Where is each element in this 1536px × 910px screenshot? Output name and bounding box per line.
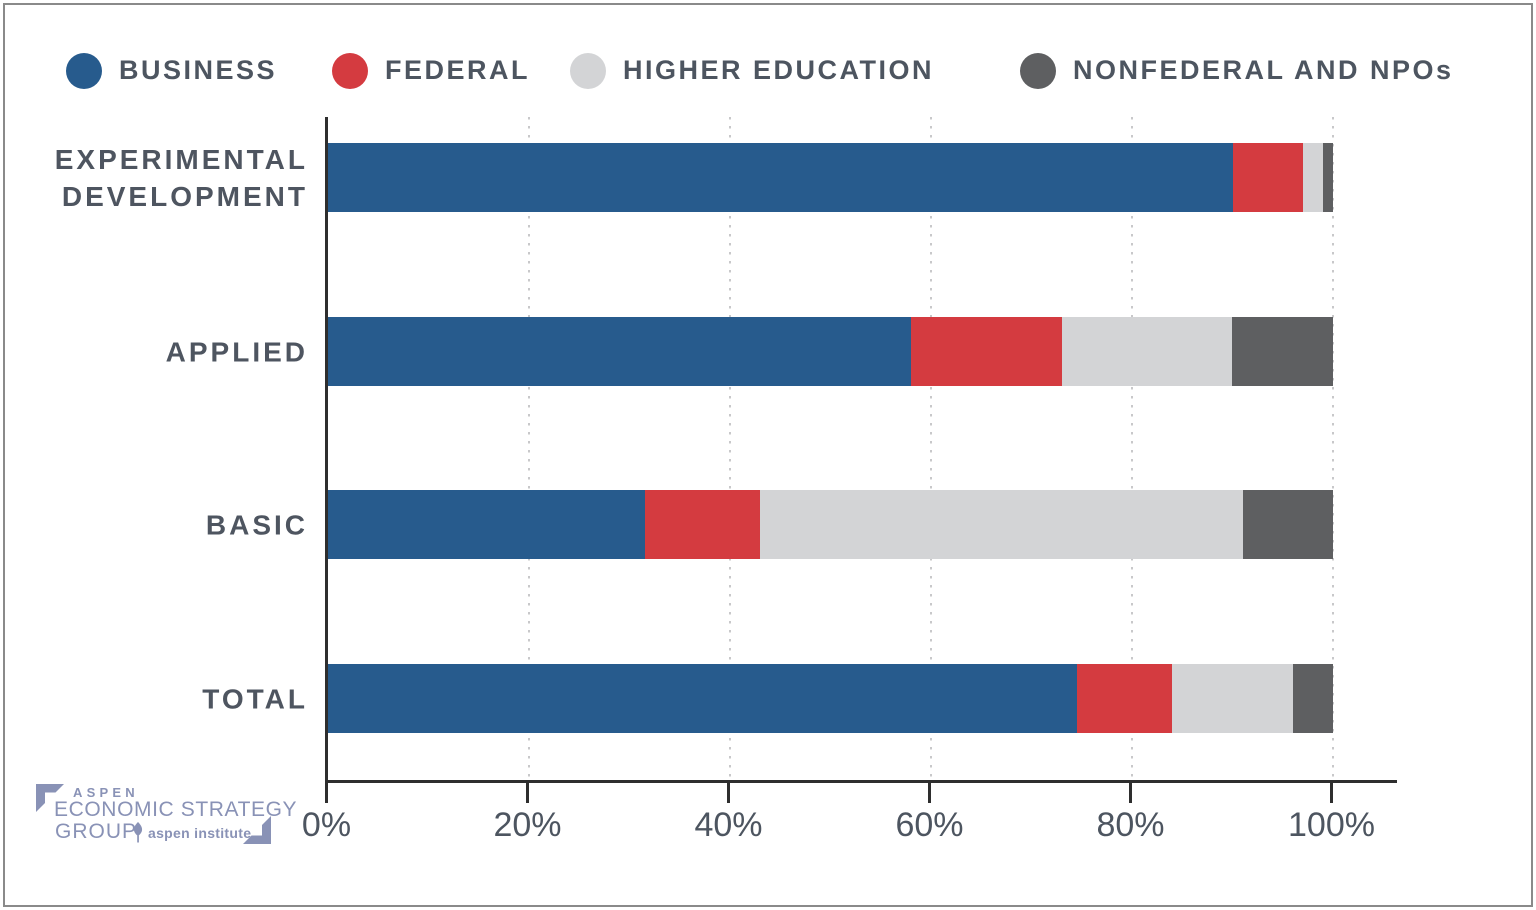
x-axis-tick-60	[928, 783, 931, 803]
x-axis-line	[325, 780, 1397, 783]
x-axis-tick-0	[325, 783, 328, 803]
x-axis-tick-label-80: 80%	[1096, 806, 1165, 844]
x-axis-tick-100	[1330, 783, 1333, 803]
x-axis-tick-label-60: 60%	[895, 806, 964, 844]
bar-segment-higher-education	[760, 490, 1243, 559]
bar-segment-nonfederal-and-npos	[1232, 317, 1333, 386]
legend-dot-icon	[66, 52, 102, 89]
bar-segment-business	[328, 317, 911, 386]
bar-row-experimental-development	[328, 143, 1333, 212]
legend-dot-icon	[570, 52, 606, 89]
logo-text-group: GROUP	[55, 820, 138, 843]
logo-text-aspen-institute: aspen institute	[148, 825, 252, 841]
legend-item-higher-education: HIGHER EDUCATION	[570, 52, 934, 89]
gridline-80	[1131, 117, 1133, 781]
x-axis-tick-label-100: 100%	[1288, 806, 1375, 844]
category-label-total: TOTAL	[202, 683, 308, 714]
gridline-60	[930, 117, 932, 781]
x-axis-tick-20	[526, 783, 529, 803]
bar-row-basic	[328, 490, 1333, 559]
x-axis-tick-80	[1129, 783, 1132, 803]
bar-row-applied	[328, 317, 1333, 386]
category-label-applied: APPLIED	[165, 336, 308, 367]
bar-segment-business	[328, 143, 1233, 212]
bar-segment-federal	[644, 490, 761, 559]
category-label-experimental-development: EXPERIMENTAL DEVELOPMENT	[54, 143, 308, 212]
x-axis-tick-label-20: 20%	[493, 806, 562, 844]
legend-label: HIGHER EDUCATION	[623, 55, 935, 85]
legend-item-federal: FEDERAL	[332, 52, 530, 89]
bar-segment-nonfederal-and-npos	[1292, 664, 1333, 733]
legend-label: BUSINESS	[119, 55, 278, 85]
gridline-40	[729, 117, 731, 781]
legend-dot-icon	[1020, 52, 1056, 89]
bar-segment-business	[328, 490, 645, 559]
bar-segment-nonfederal-and-npos	[1322, 143, 1333, 212]
y-axis-line	[325, 117, 328, 783]
x-axis-tick-label-40: 40%	[694, 806, 763, 844]
x-axis-tick-40	[727, 783, 730, 803]
page-border	[3, 3, 1533, 907]
legend-item-business: BUSINESS	[66, 52, 277, 89]
logo-corner-bottom-right-icon	[243, 816, 271, 844]
logo-corner-top-left-icon	[36, 784, 64, 812]
bar-segment-higher-education	[1061, 317, 1233, 386]
x-axis-tick-label-0: 0%	[301, 806, 352, 844]
legend-label: FEDERAL	[385, 55, 530, 85]
category-label-basic: BASIC	[205, 509, 308, 540]
gridline-20	[528, 117, 530, 781]
bar-segment-nonfederal-and-npos	[1242, 490, 1333, 559]
aspen-esg-logo: ASPEN ECONOMIC STRATEGY GROUP aspen inst…	[36, 782, 297, 848]
bar-segment-higher-education	[1172, 664, 1293, 733]
gridline-100	[1332, 117, 1334, 781]
bar-segment-higher-education	[1302, 143, 1323, 212]
legend-item-nonfederal-and-npos: NONFEDERAL AND NPOs	[1020, 52, 1454, 89]
logo-text-aspen: ASPEN	[73, 785, 139, 800]
bar-segment-federal	[1076, 664, 1173, 733]
legend-dot-icon	[332, 52, 368, 89]
bar-segment-federal	[910, 317, 1062, 386]
legend: BUSINESS FEDERAL HIGHER EDUCATION NONFEDERA…	[0, 0, 1536, 110]
legend-label: NONFEDERAL AND NPOs	[1073, 55, 1454, 85]
aspen-leaf-icon	[133, 822, 143, 843]
logo-text-economic-strategy: ECONOMIC STRATEGY	[54, 798, 298, 821]
bar-segment-federal	[1232, 143, 1303, 212]
bar-segment-business	[328, 664, 1077, 733]
bar-row-total	[328, 664, 1333, 733]
